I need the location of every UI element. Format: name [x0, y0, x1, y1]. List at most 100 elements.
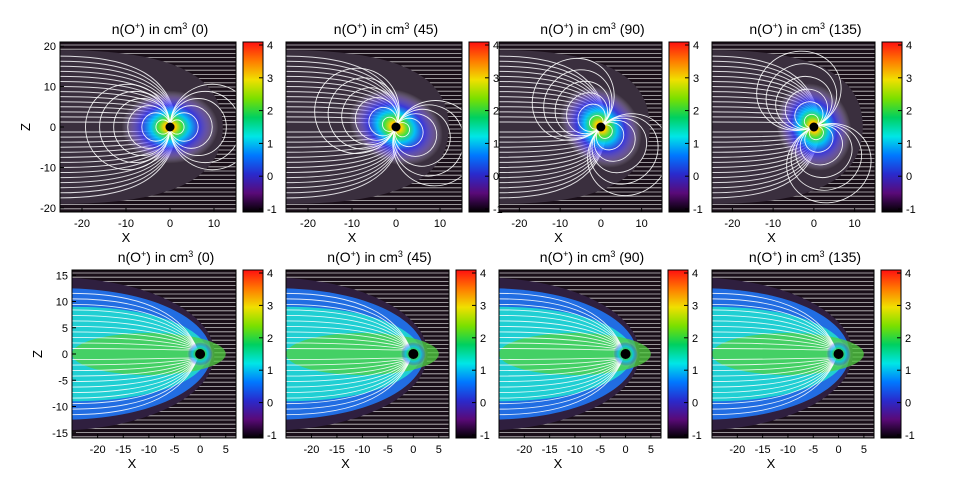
- colorbar-scale: [668, 41, 690, 213]
- y-tick-label: 10: [56, 297, 68, 309]
- x-axis: -20 -15 -10 -5 0 5 X: [90, 434, 229, 471]
- x-tick-label: 10: [849, 218, 861, 230]
- y-tick-label: -10: [40, 162, 56, 174]
- colorbar: -1 0 1 2 3 4: [468, 40, 503, 216]
- x-tick-label: -5: [808, 444, 818, 456]
- colorbar-tick-label: 4: [493, 40, 499, 52]
- plot-area: [286, 270, 449, 438]
- x-tick-label: -10: [552, 218, 568, 230]
- colorbar-tick-label: 0: [267, 171, 273, 183]
- x-axis: -20 -15 -10 -5 0 5 X: [729, 434, 867, 471]
- x-tick-label: -10: [344, 218, 360, 230]
- planet-marker: [596, 122, 606, 132]
- colorbar-tick-label: 4: [693, 40, 699, 52]
- field-line: [712, 358, 837, 405]
- colorbar-tick-label: 2: [905, 333, 911, 345]
- y-tick-label: 10: [44, 82, 56, 94]
- plot-frame: [498, 41, 663, 213]
- colorbar-tick-label: -1: [480, 430, 490, 442]
- field-line: [499, 358, 624, 410]
- field-line: [72, 358, 198, 410]
- colorbar-tick-label: 0: [905, 398, 911, 410]
- field-line: [286, 358, 412, 410]
- x-tick-label: 10: [208, 218, 220, 230]
- colorbar-tick-label: 1: [905, 365, 911, 377]
- x-tick-label: -20: [724, 218, 740, 230]
- y-axis-label: Z: [30, 350, 45, 358]
- x-tick-label: -20: [74, 218, 90, 230]
- x-axis: -20 -15 -10 -5 0 5 X: [516, 434, 654, 471]
- field-line: [499, 358, 624, 405]
- x-tick-label: -20: [304, 444, 320, 456]
- field-line: [499, 298, 624, 350]
- x-axis: -20 -15 -10 -5 0 5 X: [304, 434, 442, 471]
- colorbar-tick-label: 1: [267, 138, 273, 150]
- x-tick-label: -20: [516, 444, 532, 456]
- field-line: [72, 292, 198, 350]
- colorbar-tick-label: 0: [692, 398, 698, 410]
- plot-frame: [285, 41, 463, 213]
- field-line: [499, 292, 624, 350]
- y-tick-label: -20: [40, 203, 56, 215]
- field-line: [499, 309, 624, 351]
- colorbar-tick-label: 2: [267, 333, 273, 345]
- y-axis: -15 -10 -5 0 5 10 15 Z: [30, 270, 76, 440]
- colorbar-scale: [667, 269, 689, 439]
- x-tick-label: 0: [811, 218, 817, 230]
- planet-marker: [809, 122, 819, 132]
- x-tick-label: -10: [567, 444, 583, 456]
- field-line: [286, 292, 412, 350]
- field-line: [286, 298, 412, 350]
- colorbar-tick-label: 3: [905, 300, 911, 312]
- y-axis: -20 -10 0 10 20 Z: [18, 41, 64, 215]
- field-line: [72, 357, 198, 394]
- colorbar-tick-label: -1: [267, 204, 277, 216]
- y-tick-label: -5: [58, 375, 68, 387]
- x-tick-label: -20: [511, 218, 527, 230]
- field-line: [72, 309, 198, 351]
- colorbar-tick-label: 3: [267, 73, 273, 85]
- plot-area: [72, 270, 236, 438]
- field-line: [499, 303, 624, 350]
- field-line: [712, 357, 837, 399]
- x-tick-label: 0: [167, 218, 173, 230]
- plot-area: [499, 270, 661, 438]
- y-tick-label: 20: [44, 41, 56, 53]
- field-line: [712, 309, 837, 351]
- colorbar: -1 0 1 2 3 4: [667, 268, 702, 442]
- field-line: [72, 298, 198, 350]
- colorbar-tick-label: 2: [493, 106, 499, 118]
- y-tick-label: 0: [62, 349, 68, 361]
- panel-title: n(O+) in cm3 (90): [540, 21, 644, 37]
- field-line: [286, 309, 412, 351]
- colorbar-tick-label: 3: [692, 300, 698, 312]
- colorbar-tick-label: 3: [693, 73, 699, 85]
- colorbar-scale: [881, 41, 903, 213]
- plot-area: [286, 42, 462, 212]
- colorbar-scale: [468, 41, 490, 213]
- colorbar: -1 0 1 2 3 4: [668, 40, 703, 216]
- colorbar-tick-label: 1: [267, 365, 273, 377]
- planet-marker: [391, 122, 401, 132]
- x-axis-label: X: [554, 230, 563, 245]
- x-tick-label: 0: [197, 444, 203, 456]
- y-axis-label: Z: [18, 123, 33, 131]
- colorbar-scale: [242, 41, 264, 213]
- colorbar-tick-label: 3: [480, 300, 486, 312]
- panel-title: n(O+) in cm3 (90): [540, 249, 644, 265]
- field-line: [286, 303, 412, 351]
- field-line: [499, 357, 624, 399]
- plot-area: [712, 270, 874, 438]
- field-line: [72, 357, 198, 399]
- colorbar-tick-label: -1: [905, 430, 915, 442]
- x-axis-label: X: [348, 230, 357, 245]
- field-line: [499, 358, 624, 416]
- x-tick-label: -15: [542, 444, 558, 456]
- field-line: [72, 314, 198, 351]
- colorbar-tick-label: 1: [493, 138, 499, 150]
